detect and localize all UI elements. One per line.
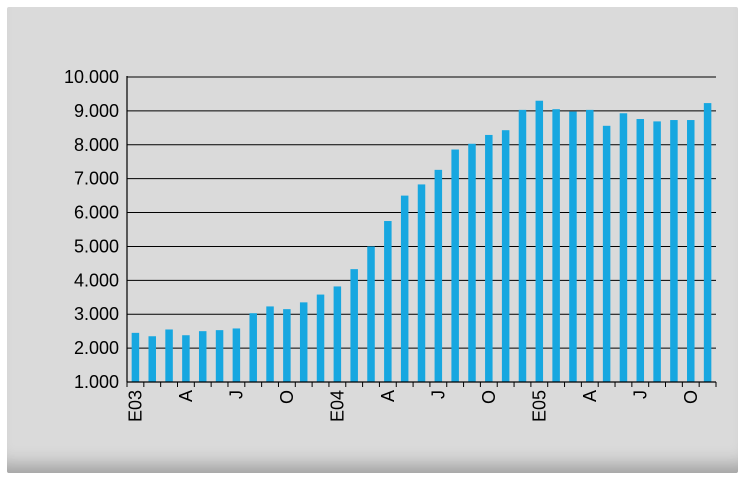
bar: [417, 184, 426, 382]
bar: [586, 109, 594, 382]
bar: [384, 221, 392, 382]
bar: [451, 149, 459, 382]
y-tick-label: 8.000: [74, 135, 119, 155]
y-tick-labels: 1.000 2.000 3.000 4.000 5.000 6.000 7.000 8.000…: [64, 67, 119, 392]
bar: [249, 313, 257, 382]
bar: [400, 195, 409, 382]
x-tick-label: O: [479, 390, 499, 404]
bar: [636, 119, 645, 383]
x-tick-label: A: [176, 390, 196, 402]
y-tick-label: 1.000: [74, 372, 119, 392]
x-tick-label: E04: [327, 390, 347, 422]
x-tick-label: A: [580, 390, 600, 402]
bar: [165, 329, 173, 382]
bar: [468, 143, 476, 382]
bar: [266, 306, 274, 382]
bar: [131, 332, 140, 382]
y-tick-label: 4.000: [74, 270, 119, 290]
y-tick-label: 6.000: [74, 203, 119, 223]
bar: [569, 111, 577, 383]
y-tick-label: 3.000: [74, 304, 119, 324]
x-tick-label: J: [428, 390, 448, 399]
bar: [552, 109, 560, 382]
bar: [602, 125, 611, 383]
bar: [283, 309, 291, 382]
x-tick-label: E05: [529, 390, 549, 422]
bar: [518, 109, 527, 382]
bar: [299, 302, 308, 382]
x-tick-label: O: [277, 390, 297, 404]
y-tick-label: 2.000: [74, 338, 119, 358]
bar: [535, 100, 544, 382]
x-tick-labels: E03 A J O E04 A J O E05 A J O: [125, 390, 700, 422]
bar: [333, 286, 342, 382]
y-tick-label: 5.000: [74, 236, 119, 256]
y-tick-label: 7.000: [74, 169, 119, 189]
bar: [703, 103, 712, 382]
bar: [670, 120, 678, 383]
bars: [131, 100, 712, 383]
y-tick-label: 9.000: [74, 101, 119, 121]
bar: [619, 113, 628, 382]
x-tick-label: J: [226, 390, 246, 399]
bar: [434, 169, 443, 382]
x-tick-label: A: [378, 390, 398, 402]
bar: [687, 120, 695, 383]
x-tick-label: J: [630, 390, 650, 399]
axes: [126, 76, 717, 387]
bar: [485, 134, 493, 382]
chart-panel: [7, 7, 738, 473]
bar: [367, 246, 375, 382]
y-tick-label: 10.000: [64, 67, 119, 87]
bar: [182, 335, 190, 382]
bar: [350, 269, 358, 382]
bar: [653, 121, 661, 383]
bar: [148, 336, 156, 382]
bar: [215, 330, 224, 382]
x-tick-label: O: [681, 390, 701, 404]
bar: [316, 294, 325, 382]
bar: [501, 130, 510, 382]
bar: [198, 331, 207, 382]
bar: [232, 328, 241, 382]
x-tick-label: E03: [125, 390, 145, 422]
